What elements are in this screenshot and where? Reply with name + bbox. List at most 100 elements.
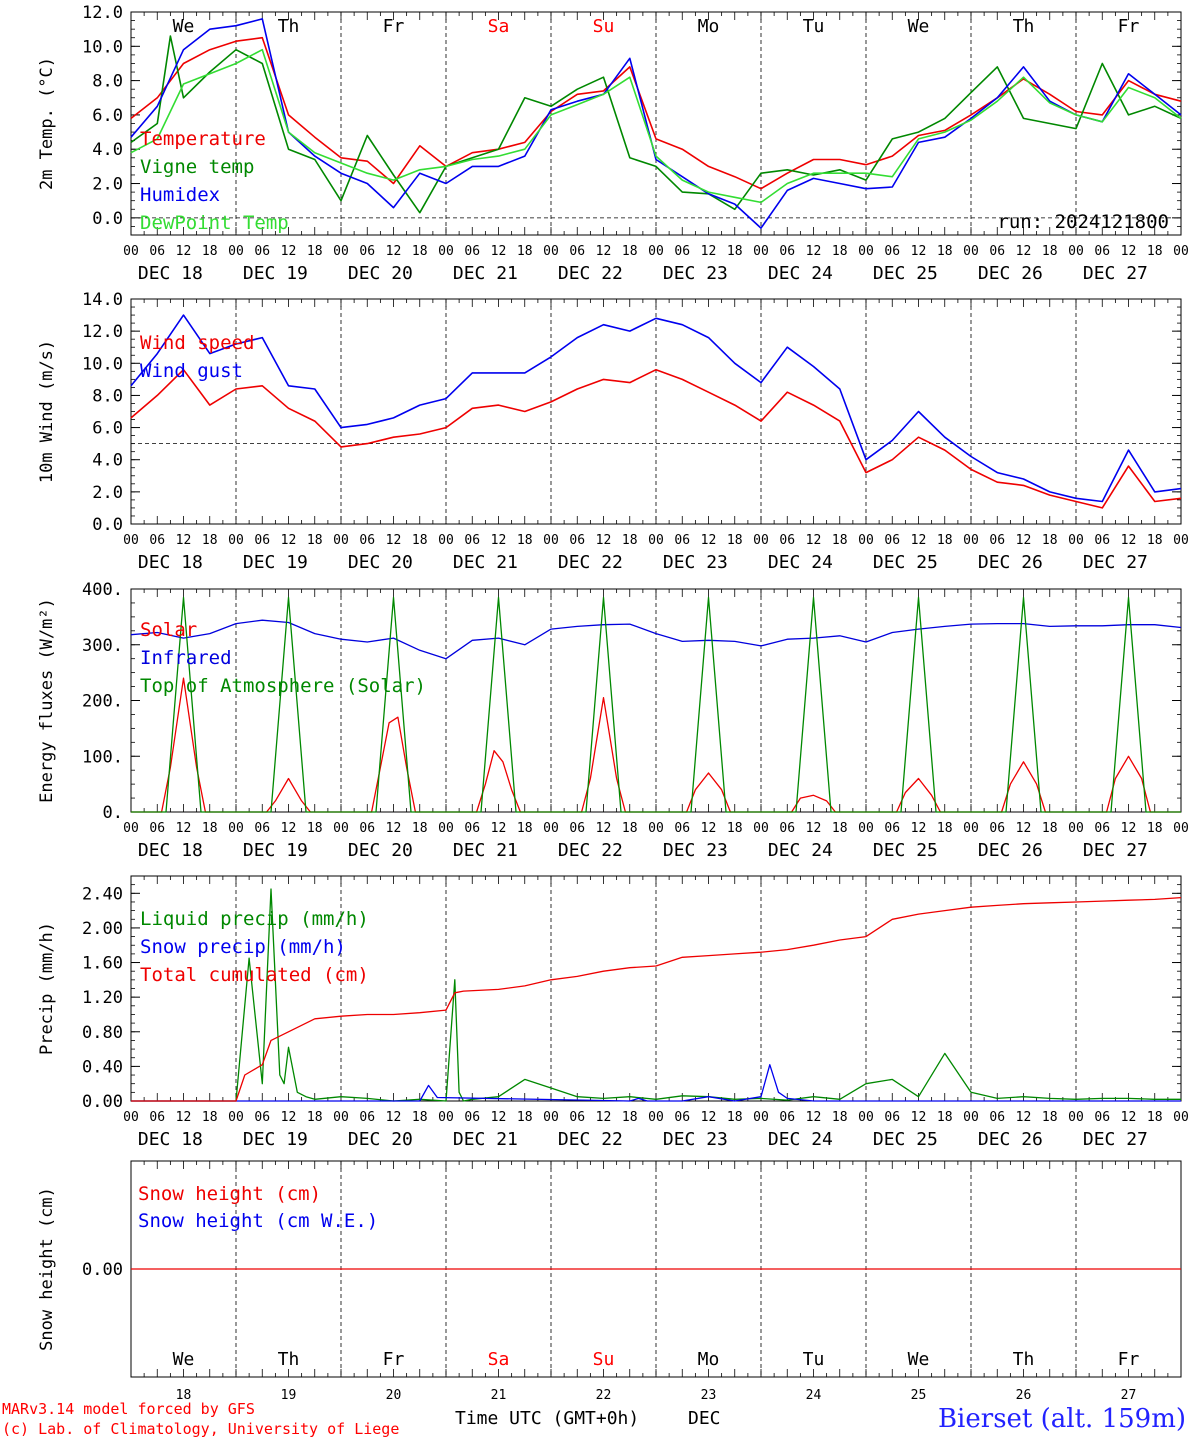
hour-tick-label: 00 [648, 1110, 664, 1125]
hour-tick-label: 18 [1042, 533, 1058, 548]
hour-tick-label: 18 [727, 1110, 743, 1125]
hour-tick-label: 00 [1068, 1110, 1084, 1125]
hour-tick-label: 00 [1173, 821, 1189, 836]
day-number-label: 27 [1121, 1388, 1137, 1403]
hour-tick-label: 06 [359, 1110, 375, 1125]
hour-tick-label: 18 [937, 244, 953, 259]
hour-tick-label: 00 [753, 821, 769, 836]
date-label: DEC 27 [1083, 1129, 1148, 1150]
hour-tick-label: 00 [963, 821, 979, 836]
hour-tick-label: 18 [1147, 821, 1163, 836]
y-tick-label: 6.0 [92, 419, 123, 439]
hour-tick-label: 00 [858, 533, 874, 548]
hour-tick-label: 06 [464, 244, 480, 259]
legend-entry: Total cumulated (cm) [140, 964, 369, 986]
hour-tick-label: 18 [622, 821, 638, 836]
hour-tick-label: 12 [281, 1110, 297, 1125]
hour-tick-label: 12 [281, 533, 297, 548]
date-label: DEC 21 [453, 263, 518, 284]
y-axis-label: Energy fluxes (W/m²) [37, 598, 57, 803]
hour-tick-label: 06 [464, 1110, 480, 1125]
hour-tick-label: 18 [832, 821, 848, 836]
day-label: We [908, 1349, 930, 1370]
hour-tick-label: 00 [543, 244, 559, 259]
day-label: Sa [488, 16, 510, 37]
hour-tick-label: 00 [333, 821, 349, 836]
hour-tick-label: 00 [963, 244, 979, 259]
hour-tick-label: 06 [884, 821, 900, 836]
day-label: Mo [698, 1349, 720, 1370]
hour-tick-label: 18 [517, 1110, 533, 1125]
hour-tick-label: 06 [149, 821, 165, 836]
day-number-label: 26 [1016, 1388, 1032, 1403]
hour-tick-label: 00 [963, 533, 979, 548]
hour-tick-label: 06 [569, 1110, 585, 1125]
y-tick-label: 2.00 [82, 919, 123, 939]
y-tick-label: 2.0 [92, 483, 123, 503]
hour-tick-label: 06 [1094, 1110, 1110, 1125]
y-tick-label: 1.20 [82, 988, 123, 1008]
hour-tick-label: 06 [1094, 533, 1110, 548]
hour-tick-label: 00 [228, 533, 244, 548]
y-tick-label: 0.80 [82, 1023, 123, 1043]
hour-tick-label: 06 [149, 244, 165, 259]
hour-tick-label: 12 [1121, 533, 1137, 548]
date-label: DEC 18 [138, 1129, 203, 1150]
date-label: DEC 24 [768, 552, 833, 573]
hour-tick-label: 00 [858, 244, 874, 259]
hour-tick-label: 00 [753, 1110, 769, 1125]
hour-tick-label: 00 [333, 244, 349, 259]
y-tick-label: 6.0 [92, 106, 123, 126]
panel-2: 0.0 2.0 4.0 6.0 8.0 10.0 12.0 14.0 10m Wind (m/s… [37, 290, 1189, 573]
date-label: DEC 22 [558, 840, 623, 861]
meteogram-panels: 0.0 2.0 4.0 6.0 8.0 10.0 12.0 2m Temp. (°C) Temp… [37, 3, 1189, 1403]
hour-tick-label: 06 [674, 1110, 690, 1125]
hour-tick-label: 18 [307, 1110, 323, 1125]
panel-1: 0.0 2.0 4.0 6.0 8.0 10.0 12.0 2m Temp. (°C) Temp… [37, 3, 1189, 284]
hour-tick-label: 12 [911, 821, 927, 836]
y-axis-label: Precip (mm/h) [37, 922, 57, 1055]
y-tick-label: 4.0 [92, 451, 123, 471]
date-label: DEC 19 [243, 263, 308, 284]
hour-tick-label: 00 [123, 244, 139, 259]
hour-tick-label: 12 [386, 533, 402, 548]
legend-entry: Top of Atmosphere (Solar) [140, 675, 426, 697]
date-label: DEC 26 [978, 840, 1043, 861]
hour-tick-label: 12 [1121, 821, 1137, 836]
legend-entry: Liquid precip (mm/h) [140, 908, 369, 930]
day-number-label: 25 [911, 1388, 927, 1403]
y-axis-label: 2m Temp. (°C) [37, 57, 57, 190]
hour-tick-label: 00 [543, 821, 559, 836]
date-label: DEC 25 [873, 1129, 938, 1150]
hour-tick-label: 00 [648, 821, 664, 836]
hour-tick-label: 18 [1042, 244, 1058, 259]
hour-tick-label: 00 [543, 533, 559, 548]
hour-tick-label: 00 [858, 821, 874, 836]
series-line-1 [130, 314, 1182, 503]
hour-tick-label: 00 [438, 821, 454, 836]
y-tick-label: 12.0 [82, 322, 123, 342]
hour-tick-label: 12 [911, 1110, 927, 1125]
hour-tick-label: 18 [622, 533, 638, 548]
hour-tick-label: 12 [176, 533, 192, 548]
hour-tick-label: 06 [1094, 821, 1110, 836]
hour-tick-label: 06 [464, 821, 480, 836]
y-tick-label: 0.0 [92, 515, 123, 535]
day-number-label: 18 [176, 1388, 192, 1403]
date-label: DEC 22 [558, 1129, 623, 1150]
hour-tick-label: 12 [176, 244, 192, 259]
date-label: DEC 27 [1083, 552, 1148, 573]
hour-tick-label: 06 [989, 533, 1005, 548]
y-tick-label: 0.00 [82, 1260, 123, 1280]
y-tick-label: 100. [82, 747, 123, 767]
hour-tick-label: 12 [176, 821, 192, 836]
date-label: DEC 22 [558, 263, 623, 284]
y-tick-label: 4.0 [92, 140, 123, 160]
date-label: DEC 22 [558, 552, 623, 573]
date-label: DEC 20 [348, 840, 413, 861]
hour-tick-label: 00 [1068, 533, 1084, 548]
hour-tick-label: 12 [911, 244, 927, 259]
hour-tick-label: 00 [228, 244, 244, 259]
day-label: Th [1013, 16, 1035, 37]
